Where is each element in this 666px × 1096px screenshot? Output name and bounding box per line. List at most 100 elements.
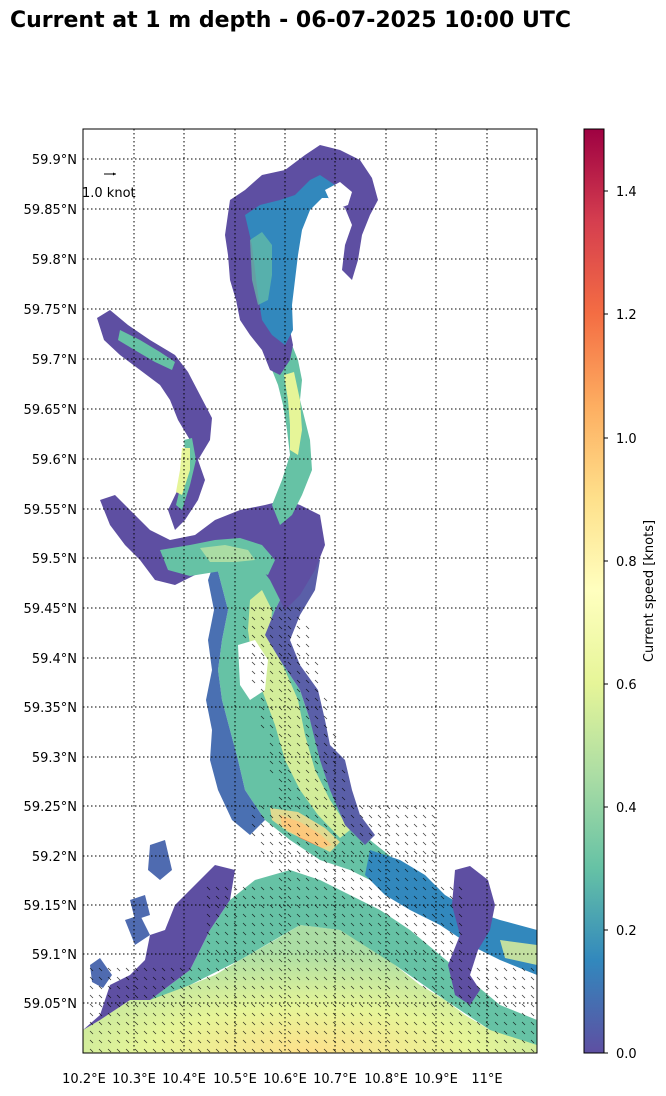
current-vector bbox=[224, 1039, 229, 1044]
current-vector bbox=[179, 994, 184, 999]
current-vector bbox=[215, 895, 220, 900]
current-vector bbox=[341, 886, 346, 891]
current-vector bbox=[296, 895, 301, 900]
current-vector bbox=[440, 1012, 445, 1017]
current-vector bbox=[350, 976, 355, 981]
current-vector bbox=[314, 715, 319, 720]
current-vector bbox=[314, 760, 319, 765]
current-vector bbox=[287, 652, 292, 657]
current-vector bbox=[152, 1048, 157, 1053]
current-vector bbox=[377, 850, 382, 855]
colorbar-tick-label: 0.6 bbox=[616, 678, 637, 693]
current-vector bbox=[260, 1030, 265, 1035]
current-vector bbox=[170, 985, 175, 990]
current-vector bbox=[260, 967, 265, 972]
current-vector bbox=[512, 976, 517, 981]
current-vector bbox=[179, 985, 184, 990]
current-vector bbox=[269, 1030, 274, 1035]
current-vector bbox=[107, 1021, 112, 1026]
current-vector bbox=[89, 1030, 94, 1035]
current-vector bbox=[287, 994, 292, 999]
current-vector bbox=[287, 868, 292, 873]
current-vector bbox=[341, 850, 346, 855]
current-vector bbox=[368, 895, 373, 900]
current-vector bbox=[404, 958, 409, 963]
current-vector bbox=[359, 1003, 364, 1008]
current-vector bbox=[287, 895, 292, 900]
current-vector bbox=[449, 922, 454, 927]
current-vector bbox=[242, 1021, 247, 1026]
current-vector bbox=[287, 958, 292, 963]
current-vector bbox=[296, 661, 301, 666]
current-vector bbox=[323, 715, 328, 720]
current-vector bbox=[251, 985, 256, 990]
lon-tick-label: 10.9°E bbox=[414, 1072, 458, 1087]
current-vector bbox=[494, 1039, 499, 1044]
current-vector bbox=[251, 904, 256, 909]
current-vector bbox=[386, 850, 391, 855]
current-vector bbox=[305, 751, 310, 756]
current-vector bbox=[107, 1012, 112, 1017]
current-vector bbox=[404, 913, 409, 918]
current-vector bbox=[296, 1039, 301, 1044]
current-vector bbox=[377, 832, 382, 837]
current-vector bbox=[485, 994, 490, 999]
current-vector bbox=[521, 967, 526, 972]
current-vector bbox=[296, 931, 301, 936]
current-vector bbox=[215, 958, 220, 963]
current-vector bbox=[494, 1048, 499, 1053]
current-vector bbox=[521, 1021, 526, 1026]
current-vector bbox=[269, 832, 274, 837]
current-vector bbox=[359, 823, 364, 828]
current-vector bbox=[278, 1048, 283, 1053]
current-vector bbox=[413, 823, 418, 828]
current-vector bbox=[359, 868, 364, 873]
current-vector bbox=[278, 778, 283, 783]
current-vector bbox=[161, 976, 166, 981]
current-vector bbox=[350, 913, 355, 918]
current-vector bbox=[476, 976, 481, 981]
current-vector bbox=[395, 922, 400, 927]
current-vector bbox=[278, 922, 283, 927]
current-vector bbox=[260, 706, 265, 711]
current-vector bbox=[296, 949, 301, 954]
current-vector bbox=[449, 958, 454, 963]
current-vector bbox=[278, 841, 283, 846]
current-vector bbox=[413, 868, 418, 873]
current-vector bbox=[386, 895, 391, 900]
current-vector bbox=[431, 814, 436, 819]
current-vector bbox=[296, 886, 301, 891]
current-vector bbox=[341, 769, 346, 774]
current-vector bbox=[305, 634, 310, 639]
current-vector bbox=[467, 1012, 472, 1017]
current-vector bbox=[368, 976, 373, 981]
colorbar-tick-label: 0.0 bbox=[616, 1047, 637, 1062]
west-branch-fast bbox=[176, 448, 190, 495]
current-vector bbox=[332, 841, 337, 846]
current-vector bbox=[215, 931, 220, 936]
current-vector bbox=[269, 814, 274, 819]
current-vector bbox=[431, 967, 436, 972]
current-vector bbox=[98, 1021, 103, 1026]
current-vector bbox=[242, 940, 247, 945]
current-vector bbox=[305, 868, 310, 873]
current-vector bbox=[188, 1003, 193, 1008]
current-vector bbox=[134, 1030, 139, 1035]
current-vector bbox=[404, 832, 409, 837]
current-vector bbox=[305, 1021, 310, 1026]
current-vector bbox=[116, 1021, 121, 1026]
current-vector bbox=[260, 841, 265, 846]
current-vector bbox=[332, 877, 337, 882]
current-vector bbox=[143, 985, 148, 990]
current-vector bbox=[170, 1048, 175, 1053]
current-vector bbox=[269, 859, 274, 864]
current-vector bbox=[269, 670, 274, 675]
current-vector bbox=[386, 949, 391, 954]
current-vector bbox=[296, 877, 301, 882]
current-vector bbox=[323, 877, 328, 882]
current-vector bbox=[305, 697, 310, 702]
current-vector bbox=[458, 1012, 463, 1017]
current-vector bbox=[368, 940, 373, 945]
current-vector bbox=[377, 886, 382, 891]
current-vector bbox=[143, 967, 148, 972]
